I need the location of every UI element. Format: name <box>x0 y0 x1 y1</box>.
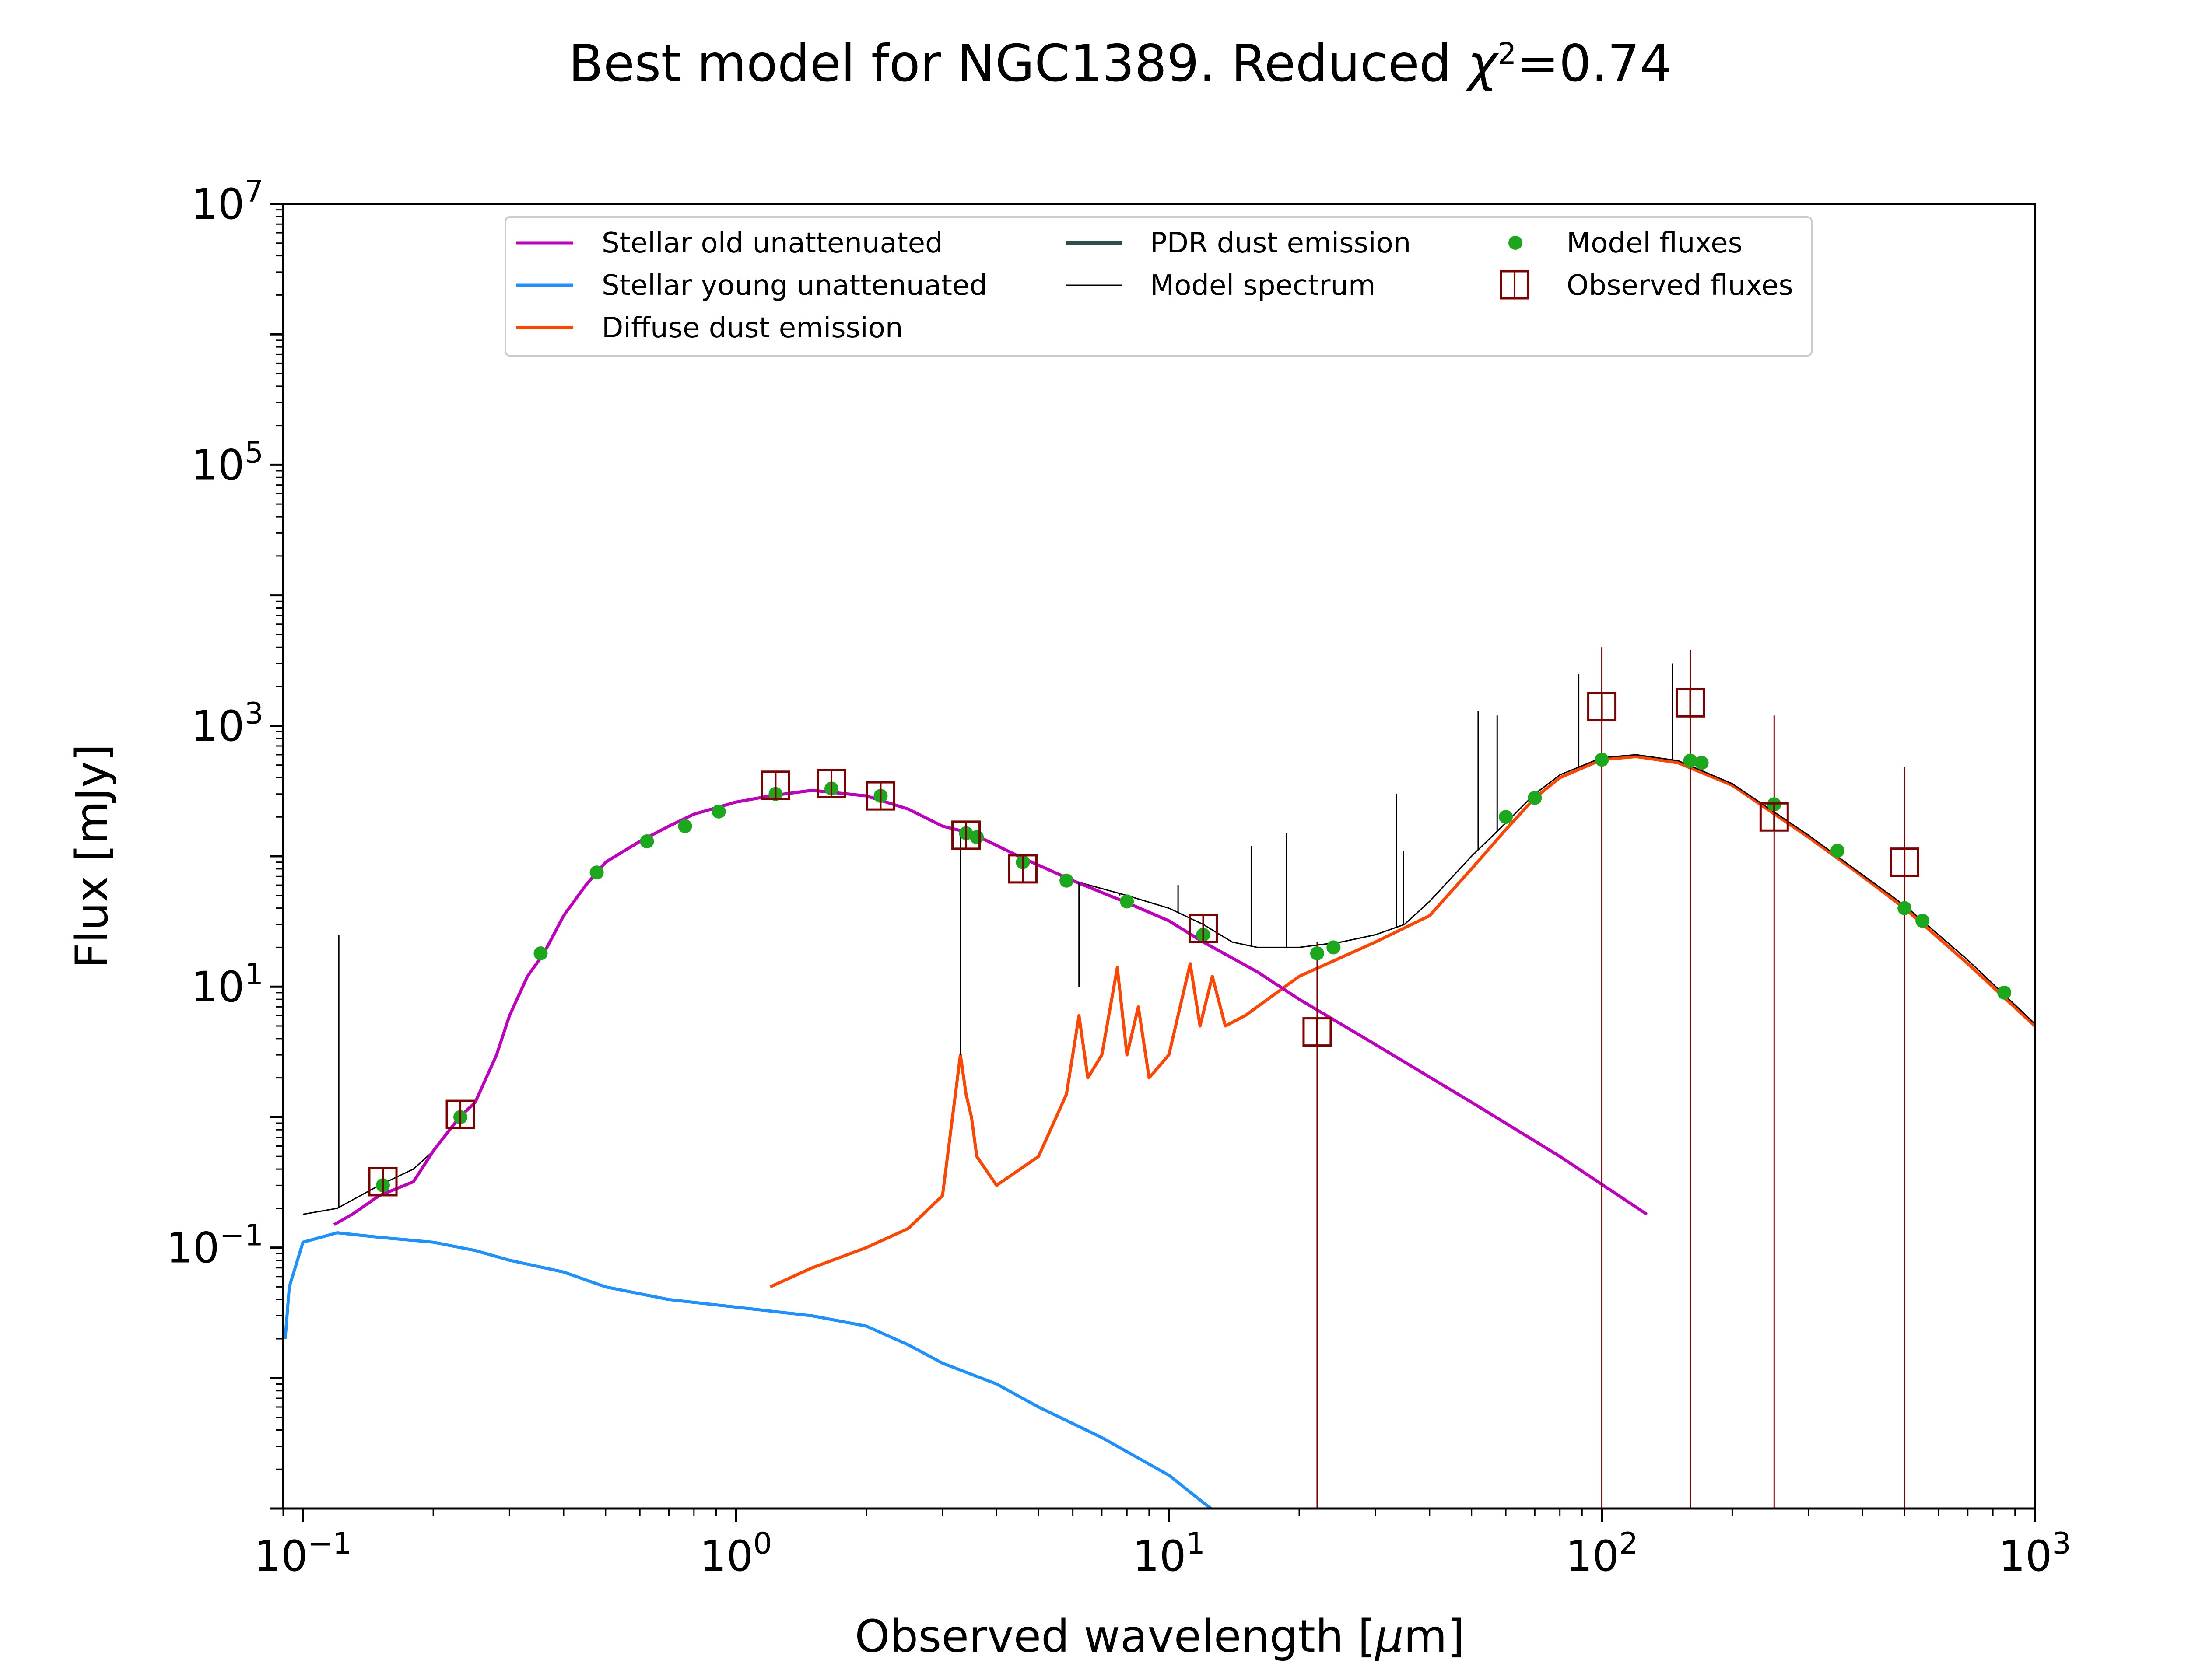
x-tick-exponent: 2 <box>1619 1526 1638 1561</box>
y-tick-label: 103 <box>191 696 263 751</box>
legend-label-stellar-old: Stellar old unattenuated <box>602 227 943 259</box>
title-symbol: χ <box>1465 34 1499 93</box>
x-tick-exponent: −1 <box>308 1526 351 1561</box>
x-axis-label-symbol: μ <box>1375 1610 1404 1662</box>
legend-swatch-model-fluxes <box>1508 236 1522 250</box>
model-flux-point <box>1310 946 1324 961</box>
title-suffix: =0.74 <box>1516 34 1672 93</box>
x-axis-label-prefix: Observed wavelength [ <box>855 1610 1375 1662</box>
chart-title: Best model for NGC1389. Reduced χ2=0.74 <box>568 34 1672 93</box>
legend: Stellar old unattenuated Stellar young u… <box>505 216 1813 357</box>
legend-entry-model-fluxes: Model fluxes <box>1508 227 1743 259</box>
model-flux-point <box>678 819 692 833</box>
x-tick-label: 100 <box>700 1526 772 1581</box>
legend-label-model-fluxes: Model fluxes <box>1567 227 1743 259</box>
model-flux-point <box>1997 985 2012 1000</box>
y-tick-base: 10 <box>191 702 245 751</box>
series-line-diffuse-dust-emission <box>769 755 2035 1288</box>
y-tick-label: 105 <box>191 435 263 490</box>
x-tick-base: 10 <box>254 1532 308 1581</box>
legend-entry-model-spectrum: Model spectrum <box>1066 270 1375 302</box>
y-axis-label: Flux [mJy] <box>66 744 118 969</box>
model-flux-point <box>1915 914 1930 928</box>
x-tick-base: 10 <box>1566 1532 1619 1581</box>
model-flux-point <box>1830 844 1844 858</box>
x-tick-base: 10 <box>1999 1532 2052 1581</box>
x-tick-exponent: 0 <box>753 1526 772 1561</box>
legend-entry-stellar-old: Stellar old unattenuated <box>516 227 943 259</box>
x-axis-label: Observed wavelength [μm] <box>855 1610 1465 1662</box>
y-tick-exponent: 5 <box>245 435 263 470</box>
model-flux-point <box>1326 940 1341 955</box>
model-flux-point <box>1499 810 1513 824</box>
y-tick-label: 10−1 <box>166 1218 263 1273</box>
series-line-stellar-old-unattenuated <box>333 788 1648 1226</box>
model-flux-point <box>589 865 604 880</box>
x-tick-base: 10 <box>1133 1532 1186 1581</box>
model-flux-point <box>533 946 548 961</box>
plot-area <box>284 647 2035 1508</box>
model-flux-point <box>1120 894 1134 909</box>
x-tick-label: 103 <box>1999 1526 2071 1581</box>
model-flux-point <box>1694 756 1709 770</box>
x-tick-label: 10−1 <box>254 1526 351 1581</box>
y-tick-base: 10 <box>191 441 245 490</box>
title-prefix: Best model for NGC1389. Reduced <box>568 34 1467 93</box>
y-tick-label: 101 <box>191 957 263 1012</box>
model-flux-point <box>1897 901 1912 915</box>
model-flux-point <box>640 834 654 849</box>
legend-label-observed-fluxes: Observed fluxes <box>1567 270 1793 302</box>
legend-label-diffuse-dust: Diffuse dust emission <box>602 312 903 344</box>
model-flux-point <box>1059 873 1074 888</box>
model-flux-point <box>1595 752 1609 767</box>
model-flux-point <box>1683 753 1697 768</box>
legend-entry-observed-fluxes: Observed fluxes <box>1500 270 1793 302</box>
title-symbol-sup: 2 <box>1497 37 1516 71</box>
y-tick-base: 10 <box>166 1224 220 1273</box>
model-flux-point <box>970 830 984 844</box>
y-tick-exponent: 3 <box>245 696 263 731</box>
x-tick-exponent: 1 <box>1186 1526 1205 1561</box>
x-tick-label: 101 <box>1133 1526 1205 1581</box>
legend-entry-pdr-dust: PDR dust emission <box>1066 227 1411 259</box>
x-tick-label: 102 <box>1566 1526 1638 1581</box>
legend-label-pdr-dust: PDR dust emission <box>1150 227 1411 259</box>
model-flux-point <box>712 804 726 819</box>
series-line-stellar-young-unattenuated <box>284 1231 1212 1508</box>
legend-entry-stellar-young: Stellar young unattenuated <box>516 270 987 302</box>
legend-box <box>505 216 1813 357</box>
legend-label-stellar-young: Stellar young unattenuated <box>602 270 987 302</box>
x-axis-label-suffix: m] <box>1404 1610 1465 1662</box>
x-tick-base: 10 <box>700 1532 753 1581</box>
y-tick-label: 107 <box>191 175 263 229</box>
model-flux-point <box>1528 791 1542 805</box>
y-tick-exponent: 1 <box>245 957 263 992</box>
y-tick-exponent: −1 <box>220 1218 263 1253</box>
legend-entry-diffuse-dust: Diffuse dust emission <box>516 312 903 344</box>
x-tick-exponent: 3 <box>2052 1526 2071 1561</box>
y-tick-base: 10 <box>191 962 245 1012</box>
legend-label-model-spectrum: Model spectrum <box>1150 270 1375 302</box>
y-tick-exponent: 7 <box>245 175 263 209</box>
y-tick-base: 10 <box>191 180 245 229</box>
